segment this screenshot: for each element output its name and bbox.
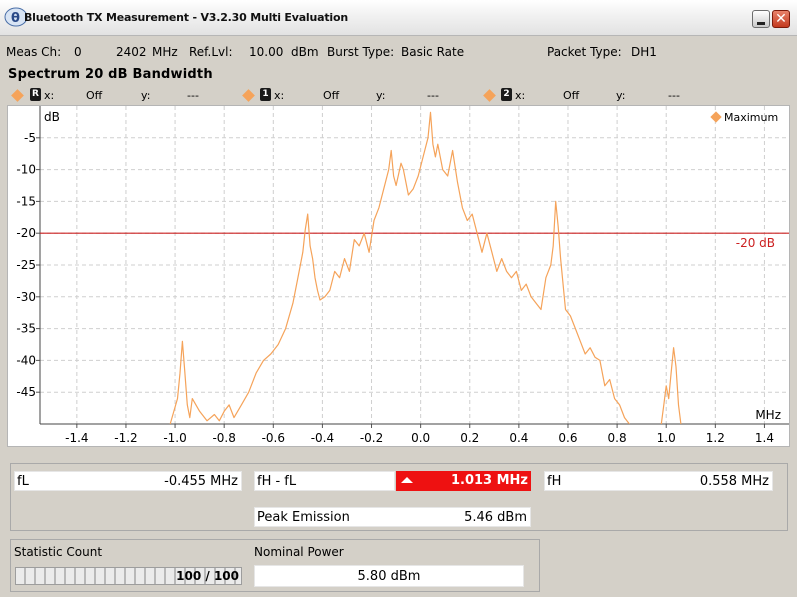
close-icon: ✕: [775, 11, 787, 27]
statistic-count-text: 100 / 100: [176, 569, 239, 583]
x-axis-label: MHz: [755, 408, 781, 422]
marker-r-y-label: y:: [141, 89, 151, 102]
statistic-count-label: Statistic Count: [14, 545, 103, 559]
close-button[interactable]: ✕: [772, 10, 790, 28]
x-tick-label: 0.0: [411, 431, 430, 445]
results-panel: fL -0.455 MHz fH - fL 1.013 MHz fH 0.558…: [10, 463, 788, 531]
x-tick-label: 0.2: [460, 431, 479, 445]
fl-value: -0.455 MHz: [164, 474, 238, 489]
marker-2-x-label: x:: [515, 89, 526, 102]
x-tick-label: 1.2: [706, 431, 725, 445]
threshold-label-bg: [731, 235, 781, 251]
fh-minus-fl-value: 1.013 MHz: [450, 473, 528, 488]
marker-r-diamond-icon: [11, 89, 24, 102]
x-tick-label: -1.4: [65, 431, 88, 445]
fh-field: fH 0.558 MHz: [544, 471, 773, 491]
fl-field: fL -0.455 MHz: [14, 471, 242, 491]
legend-label: Maximum: [724, 111, 778, 124]
threshold-label: -20 dB: [736, 236, 775, 250]
y-tick-label: -35: [16, 322, 36, 336]
x-tick-label: -0.8: [212, 431, 235, 445]
marker-bar: R x: Off y: --- 1 x: Off y: --- 2 x: Off…: [8, 87, 788, 105]
peak-emission-value: 5.46 dBm: [464, 510, 527, 525]
ref-level-value: 10.00: [249, 45, 284, 59]
y-tick-label: -30: [16, 290, 36, 304]
ref-level-label: Ref.Lvl:: [189, 45, 233, 59]
statistic-count-progress: 100 / 100: [15, 567, 242, 585]
x-tick-label: -1.0: [163, 431, 186, 445]
x-tick-label: 0.6: [558, 431, 577, 445]
x-tick-label: 0.8: [608, 431, 627, 445]
statistics-panel: Statistic Count 100 / 100 Nominal Power …: [10, 539, 540, 592]
meas-ch-label: Meas Ch:: [6, 45, 62, 59]
title-bar: θ Bluetooth TX Measurement - V3.2.30 Mul…: [0, 0, 797, 36]
marker-2-diamond-icon: [483, 89, 496, 102]
nominal-power-label: Nominal Power: [254, 545, 344, 559]
packet-type-value: DH1: [631, 45, 657, 59]
marker-r-x-label: x:: [44, 89, 55, 102]
fh-minus-fl-label: fH - fL: [257, 474, 297, 489]
x-tick-label: 1.4: [755, 431, 774, 445]
packet-type-label: Packet Type:: [547, 45, 622, 59]
marker-2-y-value: ---: [668, 89, 680, 102]
app-icon: θ: [4, 7, 28, 27]
section-title: Spectrum 20 dB Bandwidth: [8, 67, 213, 82]
burst-type-label: Burst Type:: [327, 45, 395, 59]
app-icon-glyph: θ: [11, 11, 20, 26]
window-title: Bluetooth TX Measurement - V3.2.30 Multi…: [24, 11, 348, 24]
fl-label: fL: [17, 474, 29, 489]
marker-1-x-value: Off: [323, 89, 340, 102]
meas-ch-value: 0: [74, 45, 82, 59]
progress-fill: [16, 568, 241, 584]
y-tick-label: -25: [16, 258, 36, 272]
marker-2-icon[interactable]: 2: [501, 88, 512, 101]
y-tick-label: -15: [16, 194, 36, 208]
fh-minus-fl-value-box: 1.013 MHz: [396, 471, 531, 491]
marker-2-y-label: y:: [616, 89, 626, 102]
y-tick-label: -40: [16, 353, 36, 367]
series-line-0: [169, 111, 630, 424]
marker-1-x-label: x:: [274, 89, 285, 102]
marker-1-icon[interactable]: 1: [260, 88, 271, 101]
y-axis-label: dB: [44, 110, 60, 124]
up-arrow-icon: [401, 477, 413, 483]
x-tick-label: -0.2: [360, 431, 383, 445]
measurement-info: Meas Ch: 0 2402 MHz Ref.Lvl: 10.00 dBm B…: [6, 45, 791, 59]
marker-r-y-value: ---: [187, 89, 199, 102]
marker-r-x-value: Off: [86, 89, 103, 102]
nominal-power-value: 5.80 dBm: [357, 569, 421, 584]
marker-1-y-value: ---: [427, 89, 439, 102]
marker-2-x-value: Off: [563, 89, 580, 102]
fh-minus-fl-label-field: fH - fL: [254, 471, 395, 491]
frequency-value: 2402: [116, 45, 147, 59]
fh-value: 0.558 MHz: [699, 474, 769, 489]
y-tick-label: -10: [16, 163, 36, 177]
x-tick-label: -1.2: [114, 431, 137, 445]
frequency-unit: MHz: [152, 45, 178, 59]
peak-emission-field: Peak Emission 5.46 dBm: [254, 507, 531, 527]
series-line-1: [660, 347, 682, 424]
nominal-power-field: 5.80 dBm: [254, 565, 524, 587]
y-tick-label: -45: [16, 385, 36, 399]
y-tick-label: -20: [16, 226, 36, 240]
minimize-button[interactable]: [752, 10, 770, 28]
x-tick-label: -0.6: [262, 431, 285, 445]
peak-emission-label: Peak Emission: [257, 510, 350, 525]
x-tick-label: -0.4: [311, 431, 334, 445]
ref-level-unit: dBm: [291, 45, 319, 59]
marker-1-y-label: y:: [376, 89, 386, 102]
y-tick-label: -5: [24, 131, 36, 145]
marker-1-diamond-icon: [242, 89, 255, 102]
burst-type-value: Basic Rate: [401, 45, 465, 59]
x-tick-label: 0.4: [509, 431, 528, 445]
marker-r-icon[interactable]: R: [30, 88, 41, 101]
spectrum-chart-svg: -1.4 -1.2 -1.0 -0.8 -0.6 -0.4 -0.2 0.0 0.2 0.4 0.6…: [16, 106, 789, 445]
legend-marker: [710, 111, 722, 123]
fh-label: fH: [547, 474, 562, 489]
spectrum-chart[interactable]: -1.4 -1.2 -1.0 -0.8 -0.6 -0.4 -0.2 0.0 0.2 0.4 0.6…: [7, 105, 790, 447]
x-tick-label: 1.0: [657, 431, 676, 445]
